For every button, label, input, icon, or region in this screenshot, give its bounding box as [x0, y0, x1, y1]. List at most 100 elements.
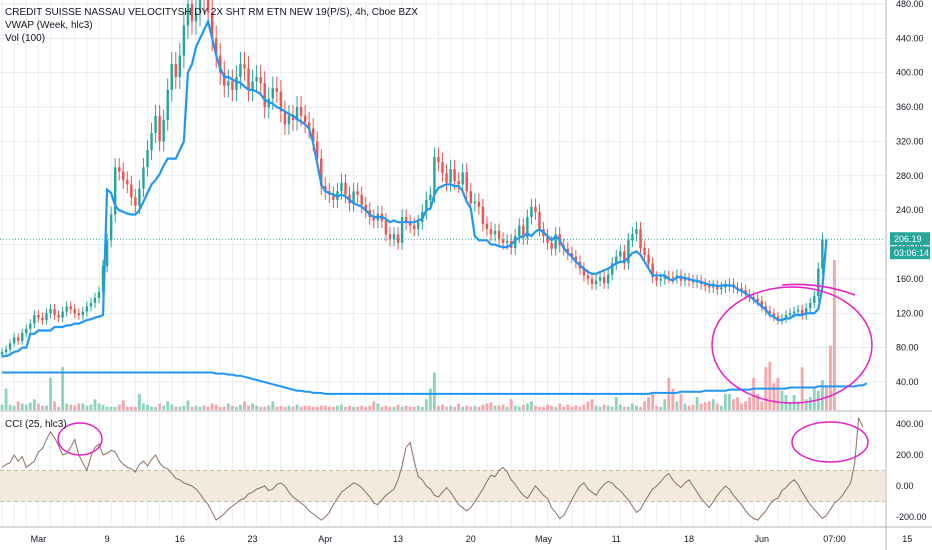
volume-bar: [590, 399, 594, 410]
candle-body: [283, 111, 287, 125]
candle-body: [311, 128, 315, 142]
candle-body: [37, 314, 40, 318]
candle-body: [166, 89, 169, 120]
volume-bar: [162, 405, 166, 410]
volume-bar: [618, 404, 622, 410]
volume-bar: [57, 406, 61, 410]
volume-bar: [744, 401, 747, 410]
volume-bar: [683, 403, 687, 410]
volume-bar: [420, 406, 424, 410]
candle-body: [364, 205, 367, 211]
volume-bar: [113, 406, 117, 410]
candle-body: [126, 180, 129, 185]
volume-bar: [408, 406, 412, 410]
volume-bar: [311, 406, 315, 410]
volume-bar: [4, 388, 8, 410]
candle-body: [235, 77, 238, 90]
volume-bar: [146, 404, 149, 410]
volume-bar: [550, 405, 554, 410]
time-tick-label: 16: [175, 534, 185, 544]
candle-body: [138, 188, 141, 206]
volume-bar: [800, 367, 804, 410]
candle-body: [231, 81, 234, 90]
volume-bar: [291, 406, 295, 410]
volume-bar: [586, 401, 590, 410]
candle-body: [501, 239, 505, 243]
candle-body: [772, 313, 776, 317]
candle-body: [219, 55, 222, 73]
volume-bar: [97, 403, 101, 410]
annotation-circle-price: [711, 286, 873, 404]
candle-body: [651, 263, 654, 278]
volume-bar: [723, 393, 727, 410]
candle-body: [170, 64, 173, 90]
volume-bar: [303, 405, 307, 410]
candle-body: [417, 222, 420, 230]
candle-body: [85, 306, 89, 312]
volume-bar: [234, 406, 238, 410]
candle-body: [526, 217, 529, 238]
candle-body: [332, 194, 335, 200]
candle-body: [768, 310, 772, 314]
volume-bar: [449, 405, 452, 410]
volume-bar: [473, 405, 477, 410]
volume-bar: [202, 405, 206, 410]
candle-body: [299, 107, 303, 116]
candle-body: [352, 191, 355, 204]
candle-body: [198, 0, 202, 13]
candle-body: [461, 172, 464, 185]
candle-body: [69, 306, 72, 309]
candles-group: [0, 0, 824, 359]
volume-bar: [142, 403, 145, 410]
volume-bar: [198, 406, 202, 410]
time-tick-label: 18: [684, 534, 694, 544]
candle-body: [295, 107, 299, 120]
volume-bar: [833, 260, 836, 410]
volume-bar: [45, 405, 48, 410]
volume-bar: [138, 393, 141, 410]
volume-bar: [424, 399, 428, 410]
vwap-line: [2, 17, 828, 358]
candle-body: [227, 81, 230, 86]
candle-body: [429, 194, 432, 200]
candle-body: [65, 306, 68, 312]
volume-bar: [574, 405, 578, 410]
candle-body: [408, 222, 412, 226]
candle-body: [97, 291, 101, 298]
candle-body: [206, 0, 210, 13]
volume-bar: [736, 397, 739, 410]
candle-body: [243, 64, 246, 69]
volume-bar: [400, 406, 404, 410]
candle-body: [392, 234, 396, 240]
candle-body: [703, 284, 707, 286]
candle-body: [150, 132, 153, 151]
candle-body: [635, 229, 638, 235]
price-tick-label: 480.00: [896, 0, 924, 9]
volume-bar: [477, 406, 481, 410]
candle-body: [433, 156, 436, 195]
volume-bar: [707, 401, 711, 410]
time-tick-label: 11: [612, 534, 621, 544]
candle-body: [817, 268, 820, 297]
candle-body: [796, 309, 800, 312]
volume-group: [0, 260, 836, 410]
candle-body: [344, 182, 347, 195]
volume-bar: [756, 393, 760, 410]
volume-bar: [61, 367, 65, 410]
volume-bar: [631, 403, 634, 410]
volume-bar: [412, 406, 416, 410]
volume-bar: [703, 402, 707, 410]
candle-body: [485, 223, 489, 230]
volume-bar: [820, 380, 824, 410]
volume-bar: [542, 406, 545, 410]
annotation-circle-cci-left: [57, 422, 103, 456]
volume-bar: [16, 401, 20, 410]
volume-bar: [109, 406, 113, 410]
candle-body: [602, 277, 606, 284]
candle-body: [162, 119, 165, 142]
volume-bar: [598, 406, 602, 410]
candle-body: [469, 191, 472, 204]
volume-bar: [481, 404, 485, 410]
candle-body: [497, 230, 501, 240]
candle-body: [813, 296, 816, 303]
